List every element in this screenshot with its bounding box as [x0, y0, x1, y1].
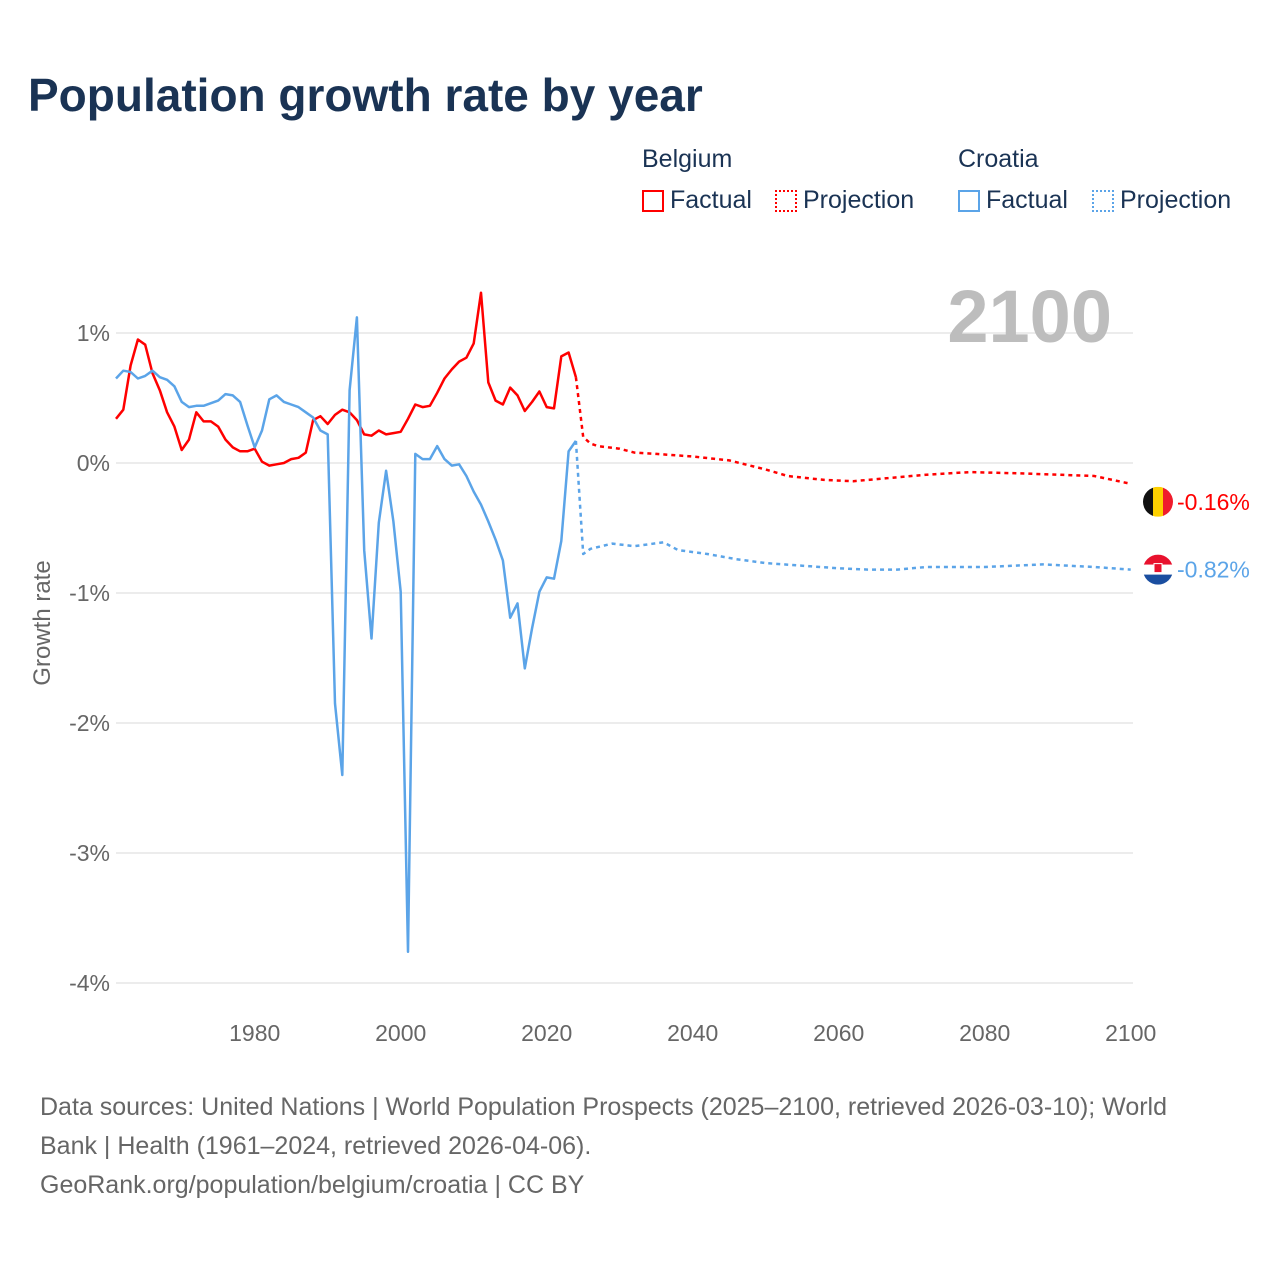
flag-fill [1143, 486, 1173, 517]
line-chart: 1% 0% -1% -2% -3% -4% 1980 2000 2020 2040 2060 2080… [29, 275, 1250, 1046]
legend-croatia-factual[interactable]: Factual [958, 186, 1068, 215]
legend-label: Projection [1120, 186, 1232, 214]
x-tick-label: 2020 [521, 1020, 572, 1046]
flag-stripe [1143, 574, 1173, 585]
flag-stripe [1143, 486, 1154, 517]
x-tick-label: 2040 [667, 1020, 718, 1046]
y-tick-label: -3% [69, 840, 110, 866]
year-watermark: 2100 [947, 275, 1112, 358]
flag-stripe [1163, 486, 1173, 517]
footer-line: Data sources: United Nations | World Pop… [40, 1093, 1168, 1121]
legend-label: Factual [986, 186, 1068, 214]
footer-line: Bank | Health (1961–2024, retrieved 2026… [40, 1132, 592, 1160]
solid-swatch-icon [958, 190, 980, 212]
x-tick-label: 2000 [375, 1020, 426, 1046]
dotted-swatch-icon [1092, 190, 1114, 212]
chart-title: Population growth rate by year [28, 69, 703, 121]
belgium-projection-line [574, 377, 1131, 486]
flag-stripe [1143, 554, 1173, 565]
dotted-swatch-icon [775, 190, 797, 212]
legend-croatia-projection[interactable]: Projection [1092, 186, 1231, 215]
belgium-factual-line [115, 291, 578, 467]
legend-belgium-projection[interactable]: Projection [775, 186, 914, 215]
flag-fill [1143, 554, 1173, 585]
solid-swatch-icon [642, 190, 664, 212]
y-tick-label: -4% [69, 970, 110, 996]
legend-label: Projection [803, 186, 915, 214]
croatia-factual-line [115, 316, 577, 954]
legend-label: Factual [670, 186, 752, 214]
legend-group-croatia: Croatia [958, 145, 1039, 173]
y-tick-label: 0% [77, 450, 110, 476]
x-tick-label: 2080 [959, 1020, 1010, 1046]
flag-shield [1153, 563, 1163, 574]
footer-link[interactable]: GeoRank.org/population/belgium/croatia |… [40, 1171, 585, 1199]
flag-stripe [1153, 486, 1164, 517]
croatia-end-label: -0.82% [1177, 557, 1250, 583]
x-tick-label: 2100 [1105, 1020, 1156, 1046]
croatia-flag-icon [1143, 554, 1173, 585]
croatia-projection-line [574, 440, 1131, 571]
legend-belgium-factual[interactable]: Factual [642, 186, 752, 215]
y-tick-label: -2% [69, 710, 110, 736]
belgium-end-label: -0.16% [1177, 489, 1250, 515]
footer-sources: Data sources: United Nations | World Pop… [40, 1088, 1240, 1205]
y-axis-label: Growth rate [29, 560, 56, 685]
x-tick-label: 1980 [229, 1020, 280, 1046]
belgium-flag-icon [1143, 486, 1173, 517]
x-tick-label: 2060 [813, 1020, 864, 1046]
y-tick-label: -1% [69, 580, 110, 606]
legend-group-belgium: Belgium [642, 145, 733, 173]
y-tick-label: 1% [77, 320, 110, 346]
